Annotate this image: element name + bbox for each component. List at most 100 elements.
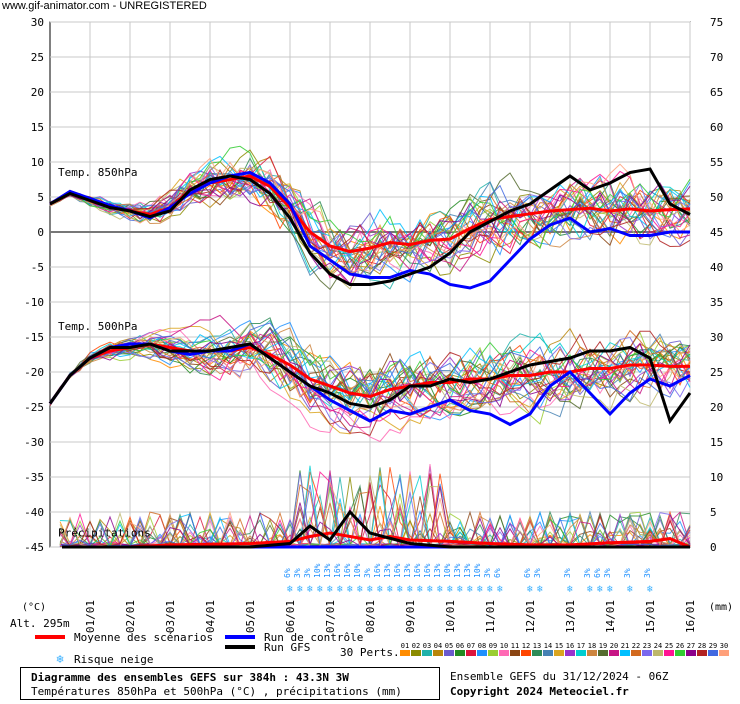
ensemble-member-line xyxy=(49,333,691,420)
pert-color-swatch xyxy=(477,650,487,656)
snow-risk-percent: 13% xyxy=(463,563,472,578)
pert-number: 10 xyxy=(500,642,508,650)
x-tick-label: 15/01 xyxy=(644,600,657,633)
x-tick-label: 12/01 xyxy=(524,600,537,633)
pert-number: 08 xyxy=(478,642,486,650)
y-tick-left: 30 xyxy=(31,16,44,29)
pert-color-swatch xyxy=(433,650,443,656)
y-tick-left: -30 xyxy=(24,436,44,449)
pert-number: 05 xyxy=(445,642,453,650)
y-tick-left: -40 xyxy=(24,506,44,519)
x-tick-label: 09/01 xyxy=(404,600,417,633)
y-tick-right: 20 xyxy=(710,401,723,414)
y-tick-left: 5 xyxy=(37,191,44,204)
pert-color-swatch xyxy=(697,650,707,656)
y-tick-right: 45 xyxy=(710,226,723,239)
legend-perts-label: 30 Perts. xyxy=(340,646,400,659)
snowflake-icon: ❄ xyxy=(587,584,594,595)
y-tick-left: -25 xyxy=(24,401,44,414)
pert-number: 19 xyxy=(599,642,607,650)
ensemble-member-line xyxy=(49,169,691,287)
snowflake-icon: ❄ xyxy=(497,584,504,595)
mean-series-t850 xyxy=(49,174,691,254)
pert-number: 18 xyxy=(588,642,596,650)
snowflake-icon: ❄ xyxy=(447,584,454,595)
altitude-label: Alt. 295m xyxy=(10,617,70,630)
left-axis-unit: (°C) xyxy=(22,602,46,613)
pert-number: 23 xyxy=(643,642,651,650)
snow-risk-percent: 16% xyxy=(423,563,432,578)
y-tick-right: 5 xyxy=(710,506,717,519)
ensemble-info: Ensemble GEFS du 31/12/2024 - 06Z xyxy=(450,670,669,683)
snow-risk-percent: 16% xyxy=(333,563,342,578)
pert-color-swatch xyxy=(642,650,652,656)
snowflake-icon: ❄ xyxy=(317,584,324,595)
pert-number: 26 xyxy=(676,642,684,650)
snowflake-icon: ❄ xyxy=(417,584,424,595)
legend-control-label: Run de contrôle xyxy=(264,631,363,644)
y-tick-left: -10 xyxy=(24,296,44,309)
y-tick-right: 40 xyxy=(710,261,723,274)
pert-color-swatch xyxy=(631,650,641,656)
pert-number: 20 xyxy=(610,642,618,650)
y-tick-left: 0 xyxy=(37,226,44,239)
pert-color-swatch xyxy=(466,650,476,656)
y-tick-right: 15 xyxy=(710,436,723,449)
pert-number: 28 xyxy=(698,642,706,650)
y-tick-right: 55 xyxy=(710,156,723,169)
pert-number: 06 xyxy=(456,642,464,650)
pert-number: 02 xyxy=(412,642,420,650)
pert-number: 12 xyxy=(522,642,530,650)
snow-risk-percent: 16% xyxy=(373,563,382,578)
x-tick-label: 03/01 xyxy=(164,600,177,633)
pert-color-swatch xyxy=(675,650,685,656)
copyright: Copyright 2024 Meteociel.fr xyxy=(450,685,629,698)
pert-number: 15 xyxy=(555,642,563,650)
pert-color-swatch xyxy=(400,650,410,656)
panel-label: Temp. 850hPa xyxy=(58,166,137,179)
right-axis-unit: (mm) xyxy=(709,602,733,613)
ensemble-member-precip xyxy=(59,503,690,548)
x-tick-label: 10/01 xyxy=(444,600,457,633)
pert-color-swatch xyxy=(488,650,498,656)
snow-risk-percent: 3% xyxy=(603,568,612,578)
snowflake-icon: ❄ xyxy=(307,584,314,595)
pert-color-swatch xyxy=(411,650,421,656)
pert-color-swatch xyxy=(653,650,663,656)
pert-color-swatch xyxy=(543,650,553,656)
snow-risk-percent: 6% xyxy=(593,568,602,578)
pert-color-swatch xyxy=(609,650,619,656)
pert-color-swatch xyxy=(664,650,674,656)
panel-label: Temp. 500hPa xyxy=(58,320,137,333)
snowflake-icon: ❄ xyxy=(647,584,654,595)
pert-number: 22 xyxy=(632,642,640,650)
snowflake-icon: ❄ xyxy=(367,584,374,595)
y-tick-left: -15 xyxy=(24,331,44,344)
ensemble-member-line xyxy=(49,328,691,443)
pert-color-swatch xyxy=(455,650,465,656)
ensemble-member-line xyxy=(49,331,691,423)
pert-color-swatch xyxy=(499,650,509,656)
snow-risk-percent: 3% xyxy=(303,568,312,578)
y-tick-left: -5 xyxy=(31,261,44,274)
snow-risk-percent: 16% xyxy=(393,563,402,578)
watermark: www.gif-animator.com - UNREGISTERED xyxy=(0,0,209,12)
snowflake-icon: ❄ xyxy=(597,584,604,595)
ensemble-member-line xyxy=(49,327,691,408)
mean-series-precip xyxy=(62,531,691,549)
snow-risk-percent: 3% xyxy=(623,568,632,578)
pert-color-swatch xyxy=(587,650,597,656)
gfs-series-precip xyxy=(62,509,690,549)
y-tick-right: 60 xyxy=(710,121,723,134)
pert-number: 29 xyxy=(709,642,717,650)
pert-color-swatch xyxy=(686,650,696,656)
pert-color-swatch xyxy=(532,650,542,656)
snow-risk-percent: 13% xyxy=(453,563,462,578)
snowflake-icon: ❄ xyxy=(567,584,574,595)
ensemble-member-line xyxy=(49,322,691,405)
snow-risk-percent: 13% xyxy=(433,563,442,578)
snowflake-icon: ❄ xyxy=(397,584,404,595)
x-tick-label: 08/01 xyxy=(364,600,377,633)
x-tick-label: 11/01 xyxy=(484,600,497,633)
snow-risk-percent: 3% xyxy=(293,568,302,578)
